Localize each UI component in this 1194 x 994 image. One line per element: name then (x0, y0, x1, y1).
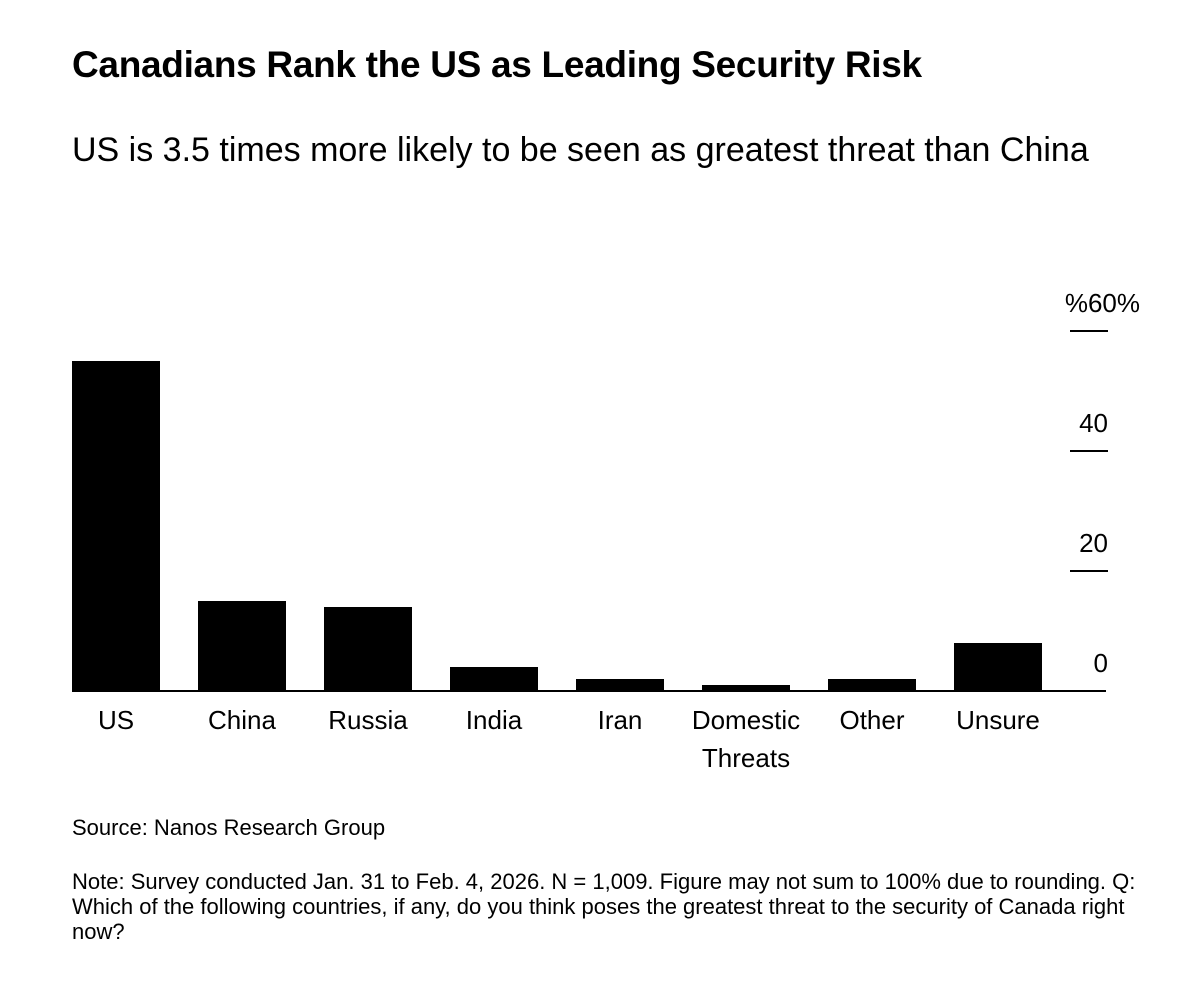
y-tick-label: %60% (1065, 288, 1140, 318)
x-tick-label: Threats (702, 743, 790, 773)
bar-unsure (954, 643, 1042, 691)
y-tick-label: 20 (1079, 528, 1108, 558)
x-tick-label: Russia (328, 705, 408, 735)
bar-china (198, 601, 286, 691)
bar-domestic-threats (702, 685, 790, 691)
x-tick-label: Iran (598, 705, 643, 735)
bar-russia (324, 607, 412, 691)
y-tick-label: 0 (1094, 648, 1108, 678)
x-tick-label: Unsure (956, 705, 1040, 735)
bar-other (828, 679, 916, 691)
x-tick-label: Domestic (692, 705, 800, 735)
chart-subtitle: US is 3.5 times more likely to be seen a… (72, 131, 1089, 169)
y-tick-label: 40 (1079, 408, 1108, 438)
chart-title: Canadians Rank the US as Leading Securit… (72, 44, 922, 85)
bar-india (450, 667, 538, 691)
x-tick-label: China (208, 705, 276, 735)
x-tick-label: Other (839, 705, 904, 735)
x-tick-label: India (466, 705, 523, 735)
bar-iran (576, 679, 664, 691)
bar-us (72, 361, 160, 691)
note-text: Note: Survey conducted Jan. 31 to Feb. 4… (72, 869, 1136, 944)
x-tick-label: US (98, 705, 134, 735)
source-text: Source: Nanos Research Group (72, 815, 386, 840)
